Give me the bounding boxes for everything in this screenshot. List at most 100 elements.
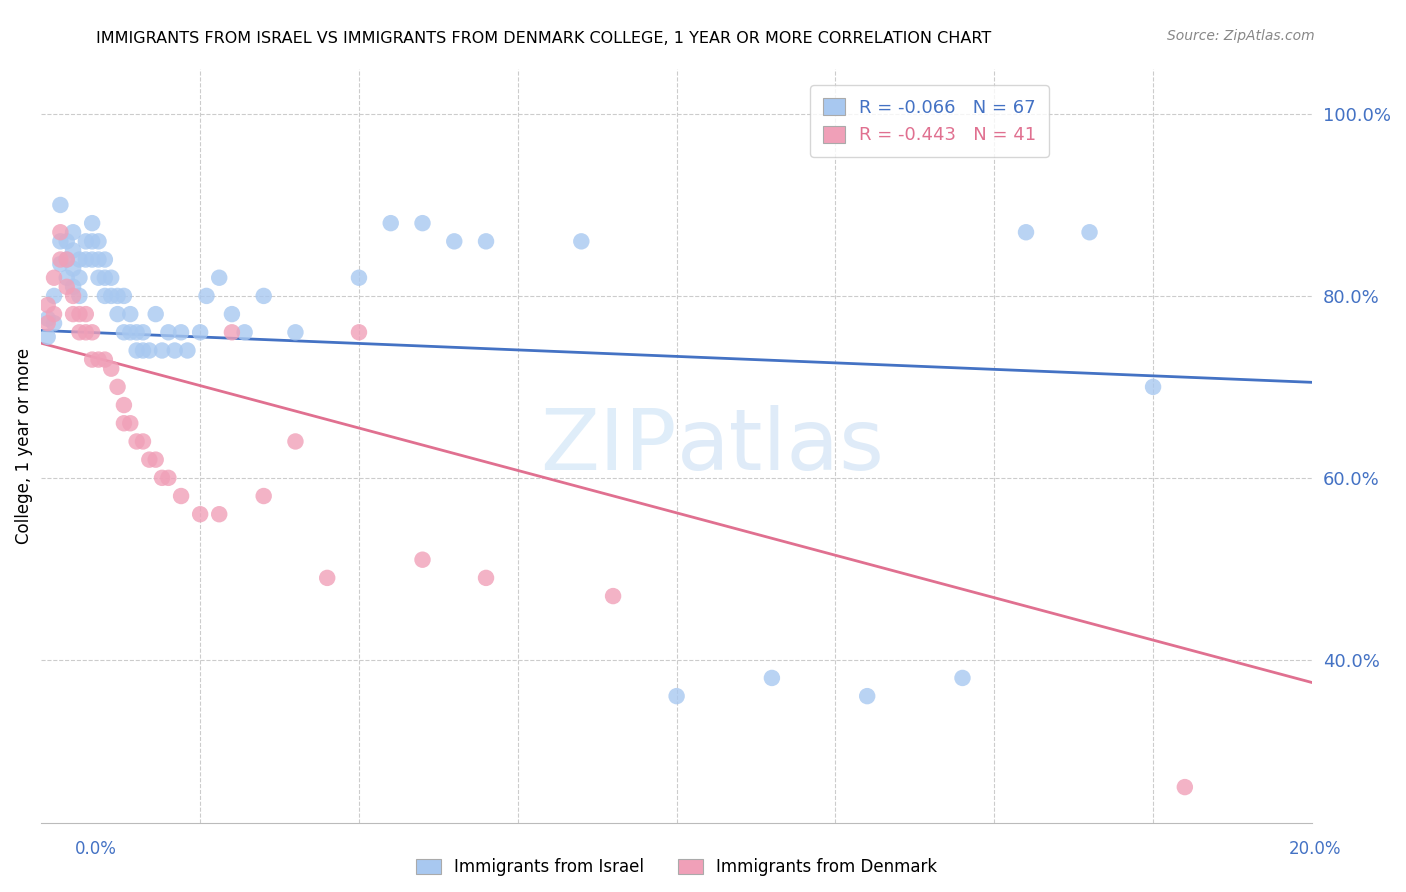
Point — [170, 489, 193, 503]
Point — [347, 270, 370, 285]
Point — [125, 343, 148, 358]
Point — [55, 270, 77, 285]
Point — [42, 316, 65, 330]
Point — [112, 398, 135, 412]
Point — [602, 589, 624, 603]
Point — [37, 311, 59, 326]
Point — [94, 270, 117, 285]
Point — [55, 235, 77, 249]
Point — [112, 326, 135, 340]
Point — [221, 326, 243, 340]
Point — [75, 252, 97, 267]
Point — [107, 307, 129, 321]
Text: atlas: atlas — [676, 404, 884, 488]
Point — [253, 289, 276, 303]
Point — [49, 198, 72, 212]
Point — [253, 489, 276, 503]
Point — [55, 252, 77, 267]
Point — [380, 216, 402, 230]
Point — [82, 326, 104, 340]
Point — [49, 235, 72, 249]
Point — [411, 216, 433, 230]
Point — [69, 270, 91, 285]
Point — [221, 307, 243, 321]
Point — [1142, 380, 1164, 394]
Point — [82, 216, 104, 230]
Point — [42, 307, 65, 321]
Point — [62, 244, 84, 258]
Point — [62, 280, 84, 294]
Point — [125, 326, 148, 340]
Point — [55, 280, 77, 294]
Point — [157, 471, 180, 485]
Point — [316, 571, 339, 585]
Point — [157, 326, 180, 340]
Point — [112, 289, 135, 303]
Point — [75, 307, 97, 321]
Text: IMMIGRANTS FROM ISRAEL VS IMMIGRANTS FROM DENMARK COLLEGE, 1 YEAR OR MORE CORREL: IMMIGRANTS FROM ISRAEL VS IMMIGRANTS FRO… — [96, 31, 991, 46]
Point — [132, 343, 155, 358]
Point — [37, 330, 59, 344]
Point — [120, 326, 142, 340]
Point — [443, 235, 465, 249]
Point — [952, 671, 974, 685]
Point — [120, 417, 142, 431]
Point — [49, 252, 72, 267]
Point — [100, 289, 122, 303]
Point — [188, 326, 211, 340]
Point — [208, 507, 231, 521]
Point — [107, 289, 129, 303]
Point — [94, 252, 117, 267]
Text: 0.0%: 0.0% — [75, 840, 117, 858]
Point — [62, 307, 84, 321]
Point — [82, 252, 104, 267]
Point — [75, 326, 97, 340]
Point — [132, 326, 155, 340]
Point — [100, 361, 122, 376]
Point — [195, 289, 218, 303]
Point — [94, 352, 117, 367]
Point — [761, 671, 783, 685]
Point — [82, 235, 104, 249]
Point — [208, 270, 231, 285]
Point — [138, 343, 160, 358]
Point — [132, 434, 155, 449]
Point — [107, 380, 129, 394]
Point — [37, 316, 59, 330]
Text: ZIP: ZIP — [540, 404, 676, 488]
Point — [411, 552, 433, 566]
Point — [69, 307, 91, 321]
Point — [62, 225, 84, 239]
Point — [233, 326, 256, 340]
Point — [1015, 225, 1038, 239]
Point — [69, 289, 91, 303]
Point — [69, 326, 91, 340]
Point — [100, 270, 122, 285]
Point — [1078, 225, 1101, 239]
Point — [62, 261, 84, 276]
Point — [145, 307, 167, 321]
Point — [170, 326, 193, 340]
Point — [1174, 780, 1197, 794]
Point — [569, 235, 592, 249]
Y-axis label: College, 1 year or more: College, 1 year or more — [15, 348, 32, 544]
Point — [62, 289, 84, 303]
Point — [75, 235, 97, 249]
Point — [94, 289, 117, 303]
Point — [42, 270, 65, 285]
Point — [42, 289, 65, 303]
Point — [475, 571, 498, 585]
Point — [55, 252, 77, 267]
Point — [87, 252, 110, 267]
Point — [37, 298, 59, 312]
Point — [163, 343, 186, 358]
Point — [120, 307, 142, 321]
Text: 20.0%: 20.0% — [1288, 840, 1341, 858]
Point — [347, 326, 370, 340]
Text: Source: ZipAtlas.com: Source: ZipAtlas.com — [1167, 29, 1315, 43]
Point — [138, 452, 160, 467]
Point — [150, 471, 173, 485]
Point — [82, 352, 104, 367]
Point — [284, 326, 307, 340]
Point — [87, 235, 110, 249]
